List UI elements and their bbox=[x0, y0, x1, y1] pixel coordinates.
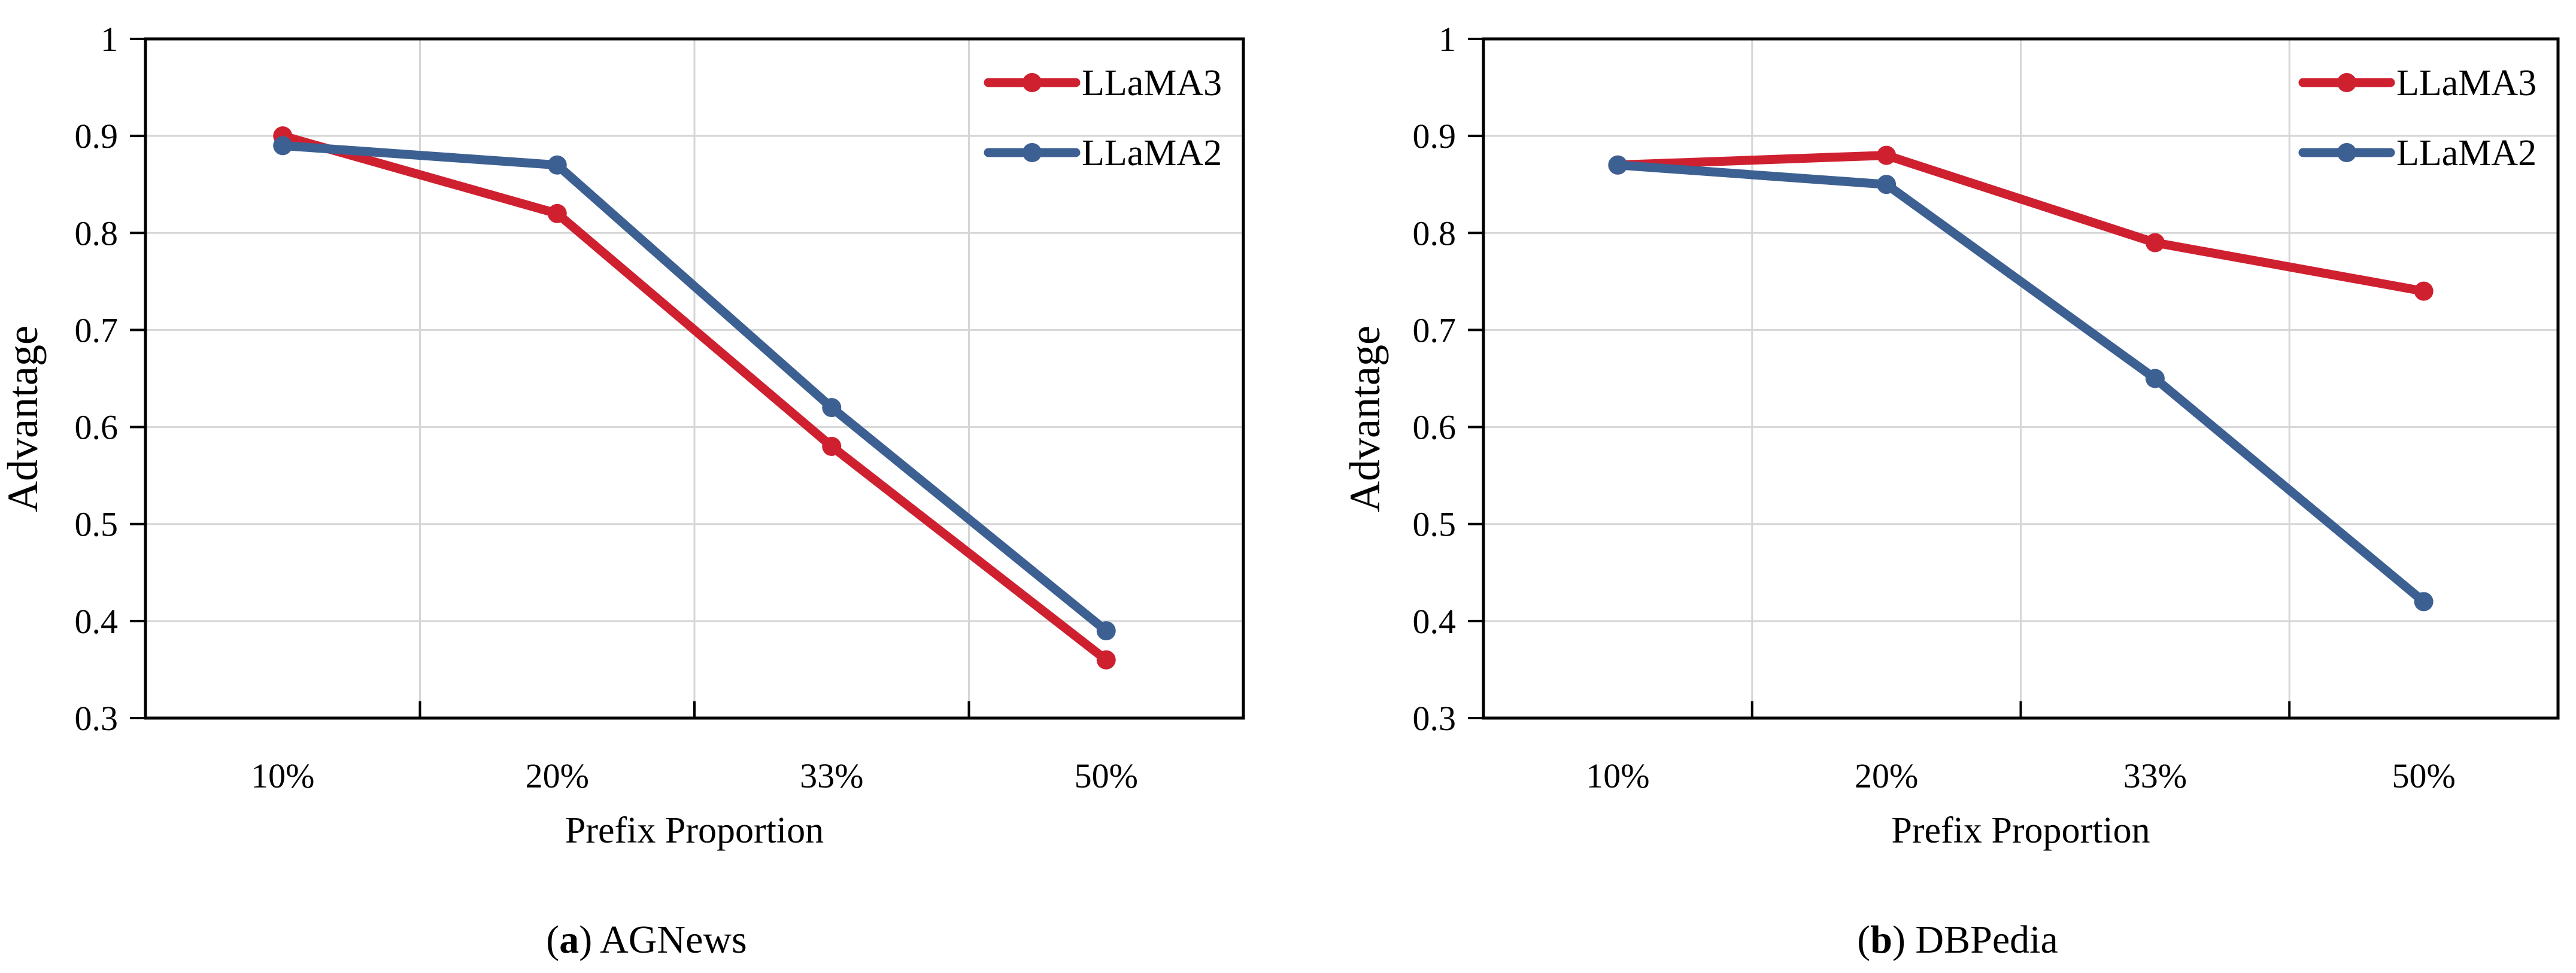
x-category-label: 20% bbox=[1855, 756, 1918, 795]
caption-paren-open: ( bbox=[546, 918, 559, 962]
chart-svg-dbpedia: 1 0.9 0.8 0.7 0.6 0.5 0.4 0.3 10% 20% 33% 50% LLaMA3… bbox=[1341, 20, 2560, 962]
data-point-llama3 bbox=[2414, 281, 2434, 301]
series-line-llama3 bbox=[1613, 151, 2429, 296]
data-point-llama3 bbox=[547, 203, 567, 223]
data-point-llama3 bbox=[1877, 145, 1897, 165]
x-category-label: 33% bbox=[2123, 756, 2187, 795]
legend-label-llama2: LLaMA2 bbox=[1082, 133, 1222, 174]
x-axis-title: Prefix Proportion bbox=[565, 810, 824, 851]
y-tick-label: 0.4 bbox=[75, 602, 119, 641]
y-tick-label: 0.6 bbox=[1413, 408, 1457, 447]
caption-letter: a bbox=[559, 918, 579, 962]
data-point-llama2 bbox=[2145, 369, 2165, 388]
legend-swatch-marker-llama3 bbox=[2337, 73, 2356, 92]
y-tick-label: 0.5 bbox=[1413, 505, 1457, 544]
data-point-llama2 bbox=[547, 155, 567, 175]
legend-swatch-marker-llama2 bbox=[1022, 143, 1042, 162]
x-category-label: 33% bbox=[800, 756, 863, 795]
y-tick-label: 0.3 bbox=[1413, 699, 1457, 738]
legend-label-llama2: LLaMA2 bbox=[2396, 133, 2536, 174]
chart-svg-agnews: 1 0.9 0.8 0.7 0.6 0.5 0.4 0.3 10% 20% 33% 50% LLaMA3… bbox=[0, 20, 1245, 962]
y-tick-label: 0.9 bbox=[75, 117, 119, 156]
data-point-llama2 bbox=[1096, 621, 1116, 641]
x-category-label: 20% bbox=[526, 756, 589, 795]
y-tick-label: 0.7 bbox=[1413, 311, 1457, 349]
legend-swatch-marker-llama2 bbox=[2337, 143, 2356, 162]
caption-letter: b bbox=[1870, 918, 1892, 962]
data-point-llama2 bbox=[1608, 155, 1628, 175]
plot-border bbox=[1482, 37, 2560, 720]
y-tick-label: 0.4 bbox=[1413, 602, 1457, 641]
data-point-llama3 bbox=[2145, 233, 2165, 253]
y-tick-label: 0.9 bbox=[1413, 117, 1457, 156]
y-tick-label: 0.7 bbox=[75, 311, 119, 349]
y-axis-title: Advantage bbox=[0, 326, 47, 512]
series-line-llama3 bbox=[278, 131, 1111, 665]
data-point-llama3 bbox=[822, 437, 842, 456]
x-category-label: 10% bbox=[251, 756, 314, 795]
legend-label-llama3: LLaMA3 bbox=[1082, 63, 1222, 104]
y-tick-label: 0.5 bbox=[75, 505, 119, 544]
x-category-label: 10% bbox=[1586, 756, 1649, 795]
caption-text: ) DBPedia bbox=[1892, 918, 2058, 962]
y-tick-label: 0.8 bbox=[1413, 214, 1457, 253]
x-category-label: 50% bbox=[1075, 756, 1138, 795]
data-point-llama2 bbox=[273, 136, 293, 156]
caption-text: ) AGNews bbox=[579, 918, 747, 962]
y-tick-label: 0.6 bbox=[75, 408, 119, 447]
data-point-llama2 bbox=[822, 398, 842, 418]
series-line-llama2 bbox=[1613, 160, 2429, 606]
series-line-llama2 bbox=[278, 141, 1111, 636]
data-point-llama2 bbox=[1877, 175, 1897, 194]
subfigure-caption: (b) DBPedia bbox=[1857, 918, 2058, 962]
y-axis-title: Advantage bbox=[1341, 326, 1389, 512]
legend-swatch-marker-llama3 bbox=[1022, 73, 1042, 92]
chart-panel-dbpedia: 1 0.9 0.8 0.7 0.6 0.5 0.4 0.3 10% 20% 33% 50% LLaMA3… bbox=[1288, 0, 2576, 973]
plot-border bbox=[144, 37, 1245, 720]
subfigure-caption: (a) AGNews bbox=[546, 918, 747, 962]
y-tick-label: 1 bbox=[1439, 20, 1456, 59]
legend-label-llama3: LLaMA3 bbox=[2396, 63, 2536, 104]
caption-paren-open: ( bbox=[1857, 918, 1870, 962]
chart-panel-agnews: 1 0.9 0.8 0.7 0.6 0.5 0.4 0.3 10% 20% 33% 50% LLaMA3… bbox=[0, 20, 1245, 962]
x-axis-title: Prefix Proportion bbox=[1891, 810, 2150, 851]
data-point-llama3 bbox=[1096, 650, 1116, 670]
y-tick-label: 0.3 bbox=[75, 699, 119, 738]
y-tick-label: 0.8 bbox=[75, 214, 119, 253]
x-category-label: 50% bbox=[2392, 756, 2455, 795]
y-tick-label: 1 bbox=[101, 20, 118, 59]
data-point-llama2 bbox=[2414, 592, 2434, 612]
